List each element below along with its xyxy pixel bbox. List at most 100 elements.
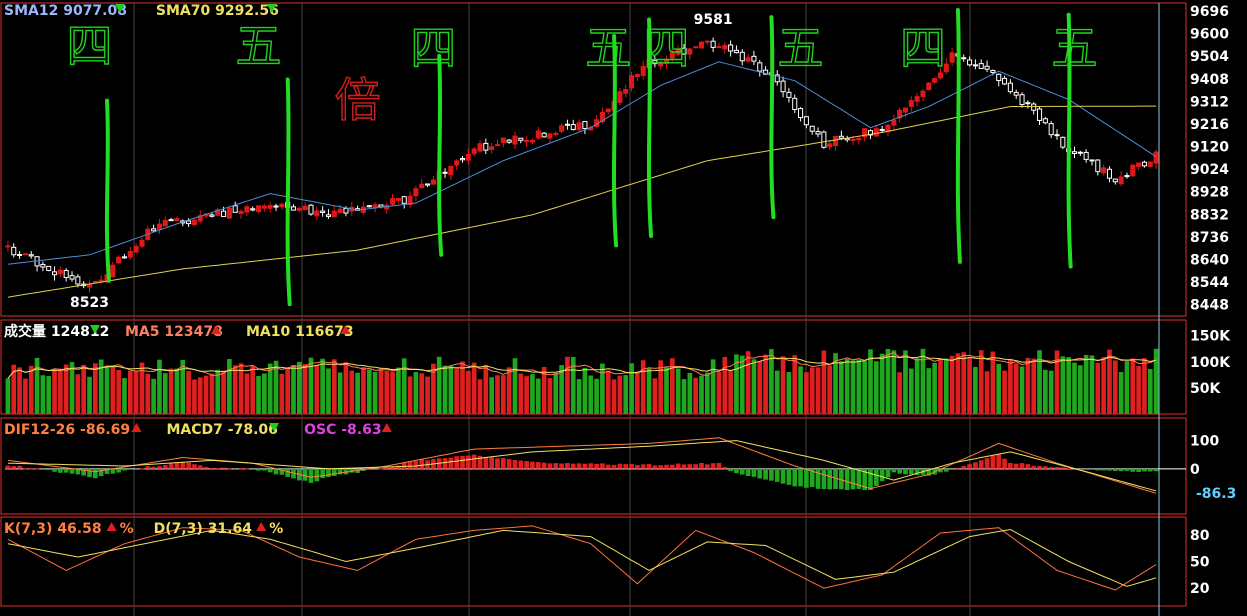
kd-panel[interactable] [7,525,1157,591]
candle-down [121,256,128,259]
volume-bar [110,365,116,414]
osc-bar [151,466,156,469]
osc-bar [681,464,687,469]
volume-bar [28,365,34,414]
volume-bar [87,376,92,414]
osc-bar [186,462,191,469]
candle-down [879,128,885,131]
volume-tick-label: 100K [1190,355,1231,371]
osc-bar [582,463,588,469]
volume-bar [903,350,908,414]
volume-bar [541,366,547,414]
volume-bar [1130,358,1136,414]
candle-down [1106,168,1112,179]
osc-bar [646,464,652,469]
volume-bar [448,365,454,414]
candle-down [564,123,570,126]
osc-bar [512,459,518,469]
candle-down [1054,134,1060,137]
osc-bar [1031,465,1037,469]
osc-bar [1002,458,1007,469]
price-tick-label: 8448 [1190,298,1229,314]
osc-bar [104,468,110,474]
volume-bar [337,372,343,414]
volume-panel[interactable] [5,348,1159,414]
volume-bar [757,361,763,414]
volume-bar [693,377,698,414]
candle-down [232,205,238,213]
candle-down [1077,151,1083,154]
osc-bar [238,468,244,470]
volume-bar [943,358,949,414]
volume-bar [296,361,302,414]
volume-bar [349,370,355,414]
osc-bar [215,468,221,470]
sma12-line [7,61,1157,265]
volume-bar [739,355,745,414]
osc-bar [938,468,943,473]
volume-bar [856,359,862,414]
volume-bar [605,370,611,414]
candle-up [908,100,914,107]
volume-bar [209,373,215,414]
osc-bar [798,468,803,487]
candle-down [733,49,739,54]
osc-bar [1048,467,1054,469]
osc-bar [576,463,582,469]
volume-bar [594,378,599,414]
candle-up [902,107,909,113]
candle-down [320,210,326,213]
candle-down [867,130,874,136]
candle-up [22,253,28,256]
osc-bar [390,466,395,469]
volume-bar [652,378,658,414]
candle-down [17,253,23,256]
volume-bar [343,362,349,414]
volume-bar [996,363,1002,414]
osc-bar [396,465,401,469]
candle-down [961,57,967,60]
volume-bar [308,357,314,414]
volume-bar [635,371,640,414]
candle-up [617,91,623,104]
volume-bar [1083,354,1089,414]
volume-bar [267,363,273,414]
osc-bar [850,468,856,490]
volume-bar [862,360,868,414]
volume-bar [839,361,844,414]
osc-bar [454,456,460,469]
price-tick-label: 9216 [1190,117,1229,133]
volume-bar [145,373,151,414]
osc-bar [699,462,704,469]
osc-bar [1013,463,1019,469]
volume-bar [664,367,669,414]
volume-bar [559,365,564,414]
candle-up [862,128,868,138]
volume-bar [751,359,757,414]
macd-panel[interactable] [5,437,1186,494]
price-tick-label: 9120 [1190,140,1229,156]
osc-bar [868,468,873,490]
candle-down [786,91,792,98]
candle-up [395,197,401,201]
osc-bar [279,468,285,475]
y-axis-labels: 9696 9600 9504 9408 9312 9216 9120 9024 8928 8832… [1190,4,1236,597]
handwritten-annotations: 四五倍四五四五四五 [66,8,1098,307]
volume-bar [1002,370,1007,414]
osc-bar [232,468,238,470]
osc-bar [110,468,116,474]
volume-bar [512,358,518,414]
osc-bar [734,468,739,474]
volume-bar [238,363,244,414]
candle-down [366,205,372,208]
handwritten-vertical-mark [437,53,444,257]
price-panel[interactable]: 8523 9581 [5,12,1159,311]
volume-bar [809,367,815,414]
volume-bar [780,356,786,414]
volume-bar [932,362,937,414]
volume-bar [1060,356,1066,414]
price-tick-label: 8544 [1190,275,1229,291]
candle-down [798,108,804,119]
osc-bar [273,468,279,475]
